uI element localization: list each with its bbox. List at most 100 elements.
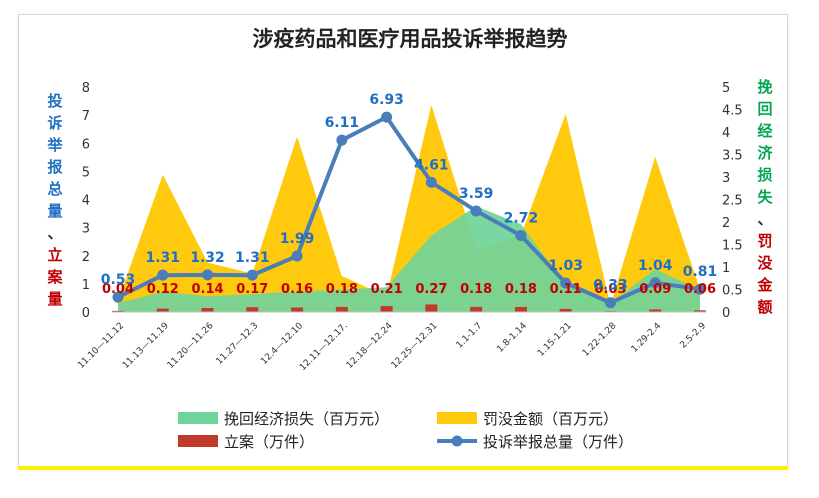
left-tick-label: 0 [82,306,90,321]
right-tick-label: 2 [722,216,730,231]
complaint-value-label: 1.04 [638,258,673,274]
category-label: 1.15-1.21 [536,321,574,359]
case-value-label: 0.11 [550,282,582,297]
economic-loss-area [118,206,700,312]
right-tick-label: 4.5 [722,104,743,119]
case-value-label: 0.04 [102,282,134,297]
case-value-label: 0.27 [415,282,447,297]
case-bar [694,310,706,312]
case-bar [380,306,393,312]
legend-label: 罚没金额（百万元） [483,410,618,428]
right-tick-label: 3 [722,171,730,186]
category-label: 2.5-2.9 [679,321,709,351]
left-axis-label: 投诉举报总量、立案量 [46,92,63,308]
complaint-value-label: 0.53 [101,272,136,288]
case-value-label: 0.21 [371,282,403,297]
left-axis-label-char: 立 [47,246,62,264]
right-axis-label-char: 回 [757,100,772,118]
complaint-value-label: 1.31 [235,250,270,266]
legend-swatch [178,412,218,424]
complaint-value-label: 1.03 [548,258,583,274]
legend-label: 挽回经济损失（百万元） [224,410,389,428]
category-label: 11.13—11.19 [121,321,171,371]
right-tick-label: 3.5 [722,149,743,164]
complaint-point [157,269,169,281]
case-bar [559,308,572,312]
case-value-label: 0.06 [684,282,716,297]
case-bar [246,307,259,312]
legend-swatch [178,435,218,447]
right-tick-label: 5 [722,81,730,96]
complaint-value-label: 3.59 [459,186,494,202]
left-axis-ticks: 0 1 2 3 4 5 6 7 8 [82,81,90,321]
case-bar [470,306,483,312]
complaint-value-label: 0.33 [593,278,628,294]
complaint-point [649,277,661,289]
right-axis-label-char: 挽 [757,78,772,96]
complaint-point [246,269,258,281]
case-bar [156,308,169,312]
category-label: 11.27—12.3 [215,321,261,367]
case-bar [425,304,438,312]
case-bar [112,310,124,312]
case-value-label: 0.14 [191,282,223,297]
case-value-label: 0.09 [639,282,671,297]
left-tick-label: 7 [82,109,90,124]
complaint-value-label: 2.72 [504,211,539,227]
left-tick-label: 2 [82,250,90,265]
case-value-label: 0.12 [147,282,179,297]
complaint-point [694,283,706,295]
left-axis-label-char: 案 [46,268,63,286]
complaint-value-label: 1.99 [280,231,315,247]
right-axis-label-char: 没 [757,254,773,272]
yellow-underline [18,466,788,470]
legend-marker [451,435,463,447]
chart-title: 涉疫药品和医疗用品投诉举报趋势 [253,27,568,51]
category-label: 1.8-1.14 [495,321,529,355]
complaint-point [515,230,527,241]
left-axis-label-char: 总 [47,180,62,198]
complaint-point [291,250,303,262]
case-value-label: 0.17 [236,282,268,297]
left-axis-label-char: 投 [47,92,62,110]
left-tick-label: 1 [82,278,90,293]
category-label: 11.20—11.26 [166,321,216,371]
right-tick-label: 0.5 [722,284,743,299]
complaint-value-label: 1.32 [190,250,225,266]
complaint-point [336,134,348,146]
right-axis-label-char: 、 [757,210,772,228]
complaint-value-label: 6.11 [325,115,360,131]
right-axis-label-char: 损 [757,166,772,184]
complaint-value-label: 0.81 [683,264,718,280]
right-axis-label-char: 失 [757,188,773,206]
category-label: 11.10—11.12 [76,321,126,371]
case-value-label: 0.18 [326,282,358,297]
category-label: 1.22-1.28 [581,321,619,359]
case-value-label: 0.18 [460,282,492,297]
complaint-value-label: 6.93 [369,92,404,108]
complaint-point [604,297,616,309]
left-axis-label-char: 诉 [47,114,62,132]
complaint-value-label: 1.31 [145,250,180,266]
right-tick-label: 0 [722,306,730,321]
area-series [118,105,700,312]
complaint-point [425,176,437,188]
category-label: 1.29-2.4 [630,321,664,355]
line-series [112,111,706,309]
complaint-point [560,277,572,289]
right-axis-ticks: 0 0.5 1 1.5 2 2.5 3 3.5 4 4.5 5 [722,81,743,321]
legend-label: 投诉举报总量（万件） [483,433,633,451]
right-tick-label: 1 [722,261,730,276]
complaint-point [202,269,214,281]
case-bar [335,306,348,312]
case-bar [649,309,662,312]
legend-swatch [437,412,477,424]
x-axis-ticks: 11.10—11.1211.13—11.1911.20—11.2611.27—1… [76,321,708,373]
left-axis-label-char: 量 [47,202,62,220]
legend-label: 立案（万件） [224,433,314,451]
category-label: 12.25—12.31 [390,321,440,371]
right-axis-label-char: 经 [757,122,772,140]
left-axis-label-char: 报 [47,158,62,176]
right-axis-label-char: 济 [757,144,773,162]
